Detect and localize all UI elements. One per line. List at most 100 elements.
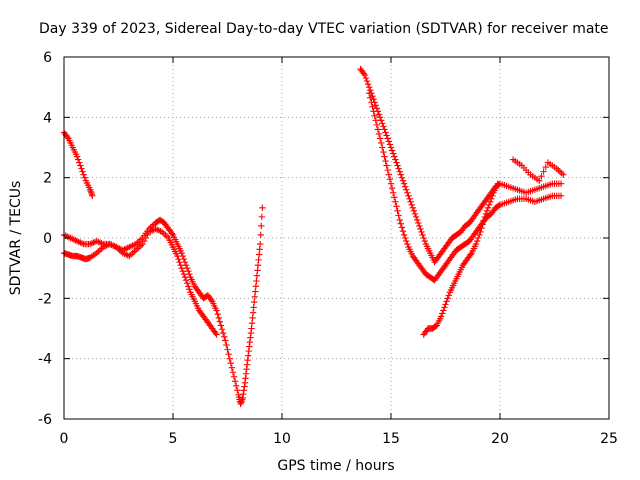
data-point: [77, 162, 84, 169]
series-1: [60, 129, 96, 199]
data-point: [73, 153, 81, 160]
grid: [64, 57, 609, 419]
x-tick-label: 20: [491, 431, 509, 447]
data-point: [384, 166, 391, 174]
data-point: [376, 135, 384, 142]
data-point: [214, 310, 221, 318]
data-point: [482, 210, 490, 218]
data-point: [418, 228, 425, 236]
data-point: [369, 103, 376, 110]
data-point: [181, 274, 189, 281]
data-point: [379, 144, 386, 151]
data-point: [407, 198, 414, 205]
data-point: [382, 157, 389, 165]
data-point: [179, 267, 187, 275]
data-point: [213, 331, 220, 338]
data-point: [180, 255, 188, 263]
data-point: [183, 280, 191, 287]
data-point: [439, 310, 446, 317]
y-axis-label: SDTVAR / TECUs: [8, 181, 24, 296]
data-point: [139, 240, 146, 248]
data-point: [215, 314, 222, 322]
data-point: [395, 212, 402, 219]
data-point: [360, 70, 367, 77]
data-point: [137, 242, 145, 249]
data-point: [421, 237, 428, 245]
data-point: [380, 148, 387, 156]
x-tick-label: 15: [382, 431, 400, 447]
data-point: [257, 231, 264, 239]
data-point: [417, 225, 424, 233]
data-point: [475, 234, 482, 242]
data-point: [257, 240, 264, 248]
y-tick-label: -6: [38, 412, 52, 428]
data-point: [372, 102, 379, 109]
data-point: [375, 130, 383, 138]
data-point: [89, 192, 96, 199]
data-point: [486, 198, 494, 205]
data-point: [479, 221, 486, 228]
data-point: [367, 94, 374, 101]
data-point: [393, 203, 400, 210]
data-point: [557, 180, 565, 187]
data-point: [440, 307, 447, 314]
data-point: [228, 364, 236, 371]
data-point: [419, 231, 426, 239]
data-point: [227, 359, 234, 367]
data-point: [393, 159, 400, 166]
series-7: [509, 156, 567, 184]
data-point: [379, 120, 386, 127]
data-point: [400, 180, 408, 187]
x-tick-label: 0: [60, 431, 69, 447]
data-point: [394, 207, 401, 215]
y-tick-label: 4: [43, 110, 52, 126]
x-tick-label: 25: [600, 431, 618, 447]
data-point: [555, 166, 562, 174]
data-point: [361, 71, 369, 79]
data-point: [178, 249, 185, 257]
data-point: [217, 322, 225, 329]
data-point: [64, 133, 71, 141]
data-point: [399, 177, 407, 184]
data-point: [222, 337, 229, 344]
data-point: [132, 246, 140, 254]
data-point: [413, 216, 421, 224]
data-point: [127, 251, 135, 258]
data-point: [374, 126, 382, 133]
data-point: [560, 171, 567, 178]
data-point: [178, 264, 185, 272]
data-point: [396, 216, 403, 224]
data-point: [387, 180, 395, 187]
series-6: [420, 180, 502, 338]
data-point: [370, 108, 377, 115]
data-point: [443, 298, 450, 305]
data-point: [389, 150, 397, 157]
data-point: [400, 231, 408, 239]
data-point: [392, 198, 399, 205]
data-point: [399, 228, 407, 235]
data-point: [225, 350, 232, 358]
data-point: [230, 373, 238, 380]
data-point: [375, 111, 383, 118]
data-point: [538, 172, 545, 180]
data-point: [383, 162, 390, 169]
data-point: [542, 163, 549, 171]
data-point: [186, 286, 193, 293]
data-point: [406, 195, 413, 202]
data-point: [415, 219, 422, 227]
data-point: [372, 117, 379, 124]
data-point: [229, 369, 237, 376]
data-point: [377, 139, 385, 147]
data-point: [384, 135, 391, 142]
data-point: [231, 378, 239, 385]
data-point: [174, 252, 181, 260]
data-point: [385, 171, 393, 178]
data-point: [155, 227, 163, 234]
data-point: [224, 346, 231, 353]
data-point: [494, 180, 502, 187]
data-point: [137, 236, 145, 243]
data-point: [182, 277, 190, 284]
data-point: [416, 222, 423, 230]
data-point: [168, 230, 176, 237]
data-point: [182, 261, 190, 269]
